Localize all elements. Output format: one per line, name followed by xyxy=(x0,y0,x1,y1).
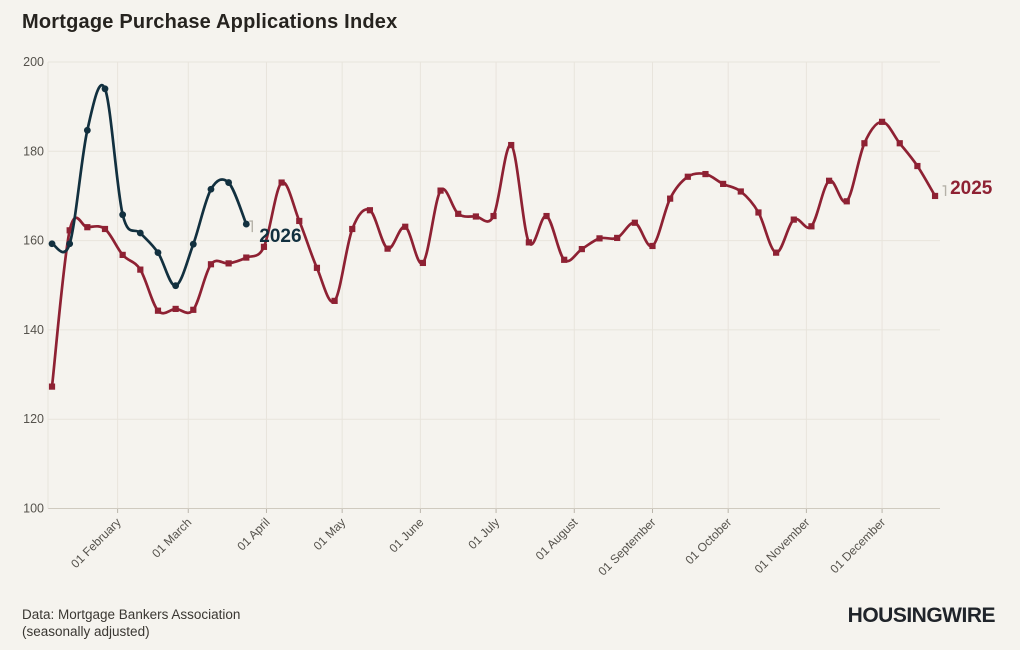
series-2026-label-tick xyxy=(249,220,253,233)
series-2026-label: 2026 xyxy=(259,226,301,247)
series-2025-marker xyxy=(543,212,550,220)
series-2025-marker xyxy=(720,180,727,187)
x-tick-label: 01 February xyxy=(68,515,124,571)
series-2025-marker xyxy=(472,213,479,220)
y-tick-label: 120 xyxy=(23,412,44,426)
series-2025-marker xyxy=(190,306,197,313)
series-2025-marker xyxy=(384,245,391,252)
series-2025-marker xyxy=(614,234,621,242)
series-2025-marker xyxy=(773,249,780,256)
series-2025-marker xyxy=(260,243,268,250)
series-2025-marker xyxy=(702,170,709,178)
series-2025-marker xyxy=(172,305,179,313)
series-2025-marker xyxy=(525,239,532,246)
x-tick-label: 01 September xyxy=(595,515,658,578)
x-tick-label: 01 August xyxy=(533,515,581,563)
housingwire-logo: HOUSINGWIRE xyxy=(847,604,996,627)
series-2025-marker xyxy=(419,259,426,267)
series-2025-marker xyxy=(896,140,903,147)
series-2025-marker xyxy=(437,187,444,194)
series-2026-marker xyxy=(225,179,233,186)
series-2025-marker xyxy=(843,198,850,205)
x-tick-label: 01 March xyxy=(149,515,194,560)
series-2026-marker xyxy=(154,249,162,257)
source-note: Data: Mortgage Bankers Association (seas… xyxy=(22,606,240,641)
series-2025-label-tick xyxy=(942,185,947,196)
series-2025-marker xyxy=(278,179,285,186)
series-2026-marker xyxy=(101,85,109,93)
series-2025-marker xyxy=(861,140,868,147)
series-2025-marker xyxy=(243,254,250,261)
y-tick-label: 140 xyxy=(23,323,44,337)
series-2025-marker xyxy=(596,235,603,242)
series-2026-marker xyxy=(242,220,250,228)
series-2025-marker xyxy=(755,209,762,216)
series-2026-marker xyxy=(136,229,144,237)
series-2025-marker xyxy=(790,216,797,223)
series-2026-marker xyxy=(48,240,56,248)
series-2025-marker xyxy=(296,217,303,225)
series-2025-marker xyxy=(331,297,338,304)
x-tick-label: 01 May xyxy=(311,515,349,553)
x-tick-label: 01 December xyxy=(827,515,888,576)
series-2026-marker xyxy=(66,240,74,248)
series-2025-marker xyxy=(808,223,815,230)
series-2026-line xyxy=(50,84,248,288)
y-tick-label: 160 xyxy=(23,234,44,248)
series-2025-marker xyxy=(455,210,462,217)
series-2025-marker xyxy=(914,162,921,170)
series-2025-marker xyxy=(649,242,656,250)
series-2025-marker xyxy=(137,266,144,273)
series-2025-marker xyxy=(154,307,162,314)
x-tick-label: 01 October xyxy=(682,515,734,567)
series-2025-marker xyxy=(225,260,232,267)
series-2025-marker xyxy=(101,225,109,233)
y-tick-label: 180 xyxy=(23,144,44,158)
series-2026-marker xyxy=(83,126,91,134)
x-tick-label: 01 November xyxy=(752,515,813,576)
series-2025-marker xyxy=(737,188,744,195)
series-2025-marker xyxy=(84,224,91,231)
source-line-2: (seasonally adjusted) xyxy=(22,624,150,640)
series-2026-marker xyxy=(172,282,180,290)
series-2025-marker xyxy=(366,207,374,214)
chart-title: Mortgage Purchase Applications Index xyxy=(22,11,398,33)
series-2025-marker xyxy=(349,225,356,233)
source-line-1: Data: Mortgage Bankers Association xyxy=(22,607,241,622)
series-2025-marker xyxy=(578,245,585,253)
series-2025-marker xyxy=(931,192,939,200)
series-2025-marker xyxy=(684,173,691,180)
x-tick-label: 01 June xyxy=(386,515,426,555)
series-2025-label: 2025 xyxy=(950,178,993,199)
x-tick-label: 01 April xyxy=(234,515,272,553)
series-2025-line xyxy=(50,120,937,388)
series-2025-marker xyxy=(119,251,126,258)
series-2026-marker xyxy=(189,240,197,248)
series-2025-marker xyxy=(490,212,497,220)
series-2025-marker xyxy=(508,141,515,149)
x-tick-label: 01 July xyxy=(465,515,502,552)
y-tick-label: 200 xyxy=(23,55,44,69)
series-2025-marker xyxy=(48,383,56,390)
series-2025-marker xyxy=(878,118,886,125)
series-2025-marker xyxy=(66,227,73,234)
series-2025-marker xyxy=(207,261,215,268)
y-tick-label: 100 xyxy=(23,502,44,516)
series-2025-marker xyxy=(561,256,568,263)
series-2025-marker xyxy=(631,219,638,226)
series-2026-marker xyxy=(119,211,127,219)
series-2025-marker xyxy=(667,195,674,202)
series-2025-marker xyxy=(313,264,321,271)
series-2026-marker xyxy=(207,185,215,193)
series-2025-marker xyxy=(825,177,833,184)
series-2025-marker xyxy=(402,223,409,230)
